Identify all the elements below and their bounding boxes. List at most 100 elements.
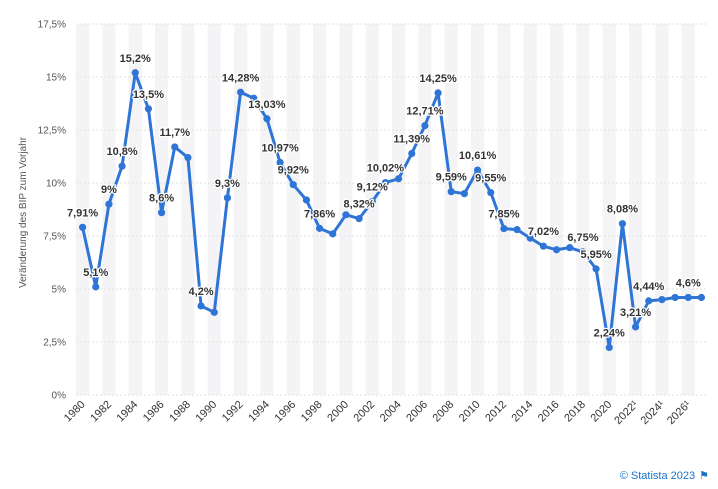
background-band bbox=[392, 24, 406, 395]
data-label: 14,28% bbox=[222, 72, 260, 84]
data-label: 6,75% bbox=[567, 232, 598, 244]
background-band bbox=[523, 24, 537, 395]
data-point bbox=[473, 166, 482, 174]
background-band bbox=[76, 24, 90, 395]
background-band bbox=[497, 24, 511, 395]
data-point bbox=[618, 220, 627, 228]
x-tick-label: 2008 bbox=[431, 399, 457, 425]
data-label: 12,71% bbox=[406, 106, 444, 118]
data-point bbox=[92, 283, 100, 291]
x-axis-ticks: 1980 1982 1984 1986 1988 1990 1992 1994 1996 1998… bbox=[62, 398, 694, 427]
data-point bbox=[645, 297, 653, 305]
background-band bbox=[444, 24, 458, 395]
y-tick-label: 17,5% bbox=[38, 20, 66, 31]
data-point bbox=[460, 190, 469, 198]
data-label: 9,92% bbox=[278, 165, 309, 177]
y-tick-label: 12,5% bbox=[38, 126, 66, 137]
data-point bbox=[381, 178, 390, 187]
data-label: 8,32% bbox=[343, 199, 374, 211]
data-point bbox=[144, 105, 153, 113]
data-label: 3,21% bbox=[620, 307, 651, 319]
background-band bbox=[207, 24, 221, 395]
background-band bbox=[286, 24, 300, 395]
background-band bbox=[576, 24, 590, 395]
y-tick-label: 15% bbox=[46, 73, 66, 84]
x-tick-label: 2002 bbox=[352, 399, 378, 425]
data-point bbox=[197, 302, 205, 310]
data-point bbox=[368, 198, 376, 206]
data-label: 10,61% bbox=[459, 150, 497, 162]
x-tick-label: 2016 bbox=[536, 399, 562, 425]
data-point bbox=[539, 242, 548, 250]
flag-icon[interactable]: ⚑ bbox=[699, 470, 709, 482]
x-tick-label: 2000 bbox=[325, 399, 351, 425]
background-band bbox=[313, 24, 327, 395]
data-label: 8,6% bbox=[149, 193, 174, 205]
x-tick-label: 2018 bbox=[562, 399, 588, 425]
data-point bbox=[408, 149, 416, 158]
data-point bbox=[276, 158, 284, 167]
data-label: 11,39% bbox=[393, 134, 430, 146]
data-point bbox=[513, 226, 521, 234]
x-tick-label: 2026¹ bbox=[665, 398, 694, 427]
data-label: 13,5% bbox=[133, 89, 164, 101]
data-label: 9% bbox=[101, 184, 117, 196]
x-tick-label: 2022¹ bbox=[612, 398, 641, 427]
data-label: 7,02% bbox=[528, 226, 559, 238]
data-point bbox=[210, 308, 218, 316]
background-band bbox=[339, 24, 353, 395]
data-point bbox=[171, 143, 179, 151]
x-tick-label: 1988 bbox=[167, 399, 193, 425]
background-band bbox=[681, 24, 695, 395]
data-label: 15,2% bbox=[120, 53, 151, 65]
data-point bbox=[421, 121, 429, 130]
data-label: 4,6% bbox=[676, 277, 701, 289]
data-point bbox=[566, 244, 574, 252]
background-band bbox=[471, 24, 485, 395]
data-point bbox=[592, 265, 600, 273]
background-band bbox=[365, 24, 379, 395]
data-label: 11,7% bbox=[159, 127, 190, 139]
data-point bbox=[447, 188, 455, 196]
data-point bbox=[434, 89, 442, 97]
data-labels: 7,91% 5,1% 9% 10,8% 15,2% 13,5% 8,6% 11,7% 4,2% 9… bbox=[66, 52, 703, 341]
data-label: 14,25% bbox=[419, 73, 457, 85]
data-label: 9,12% bbox=[357, 182, 388, 194]
credit-text: © Statista 2023 bbox=[619, 470, 696, 482]
data-label: 9,3% bbox=[215, 178, 240, 190]
data-point bbox=[394, 175, 403, 183]
background-band bbox=[128, 24, 142, 395]
x-tick-label: 2010 bbox=[457, 399, 483, 425]
data-point bbox=[526, 234, 534, 242]
data-point bbox=[78, 223, 87, 231]
background-band bbox=[260, 24, 274, 395]
data-point bbox=[302, 196, 311, 204]
background-band bbox=[655, 24, 669, 395]
x-tick-label: 1990 bbox=[194, 399, 220, 425]
data-point bbox=[684, 293, 692, 302]
data-point bbox=[342, 211, 350, 219]
y-tick-label: 0% bbox=[52, 391, 67, 402]
y-tick-label: 2,5% bbox=[43, 338, 66, 349]
data-label: 4,2% bbox=[189, 286, 214, 298]
x-tick-label: 1998 bbox=[299, 399, 325, 425]
data-point bbox=[105, 200, 113, 208]
data-label: 7,86% bbox=[304, 208, 335, 220]
background-band bbox=[550, 24, 564, 395]
data-point bbox=[605, 343, 613, 352]
y-axis-ticks: 0% 2,5% 5% 7,5% 10% 12,5% 15% 17,5% bbox=[38, 20, 66, 402]
data-point bbox=[289, 181, 297, 189]
data-point bbox=[184, 153, 192, 162]
data-label: 10,8% bbox=[106, 146, 137, 158]
data-point bbox=[697, 293, 706, 302]
data-points bbox=[78, 69, 706, 352]
data-point bbox=[355, 215, 363, 223]
data-point bbox=[131, 69, 139, 77]
x-tick-label: 2012 bbox=[483, 399, 509, 425]
background-band bbox=[181, 24, 195, 395]
data-point bbox=[552, 246, 561, 254]
data-point bbox=[250, 94, 258, 102]
data-label: 10,02% bbox=[367, 163, 405, 175]
statista-credit[interactable]: © Statista 2023 ⚑ bbox=[620, 469, 709, 482]
